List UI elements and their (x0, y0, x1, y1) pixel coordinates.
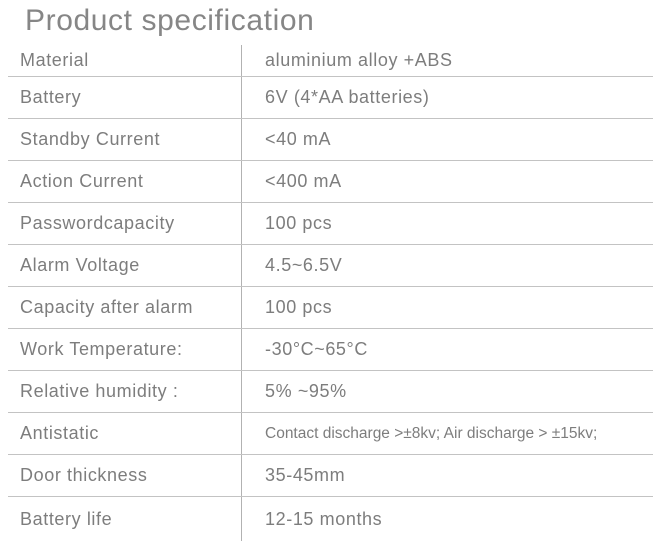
spec-label: Relative humidity : (8, 371, 242, 412)
spec-row-capacity-after-alarm: Capacity after alarm 100 pcs (8, 287, 653, 329)
spec-row-antistatic: Antistatic Contact discharge >±8kv; Air … (8, 413, 653, 455)
spec-label: Door thickness (8, 455, 242, 496)
spec-row-action-current: Action Current <400 mA (8, 161, 653, 203)
spec-value: 100 pcs (265, 297, 333, 317)
spec-label: Antistatic (8, 413, 242, 454)
spec-value: 5% ~95% (265, 381, 347, 401)
spec-label: Battery life (8, 497, 242, 541)
spec-row-standby-current: Standby Current <40 mA (8, 119, 653, 161)
spec-label: Action Current (8, 161, 242, 202)
spec-value: 35-45mm (265, 465, 346, 485)
spec-label: Work Temperature: (8, 329, 242, 370)
spec-value: <400 mA (265, 171, 342, 191)
spec-value: 6V (4*AA batteries) (265, 87, 430, 107)
spec-value: 4.5~6.5V (265, 255, 343, 275)
spec-value: 100 pcs (265, 213, 333, 233)
spec-label: Material (8, 45, 242, 76)
spec-label: Capacity after alarm (8, 287, 242, 328)
spec-label: Battery (8, 77, 242, 118)
spec-row-material: Material aluminium alloy +ABS (8, 45, 653, 77)
spec-row-battery: Battery 6V (4*AA batteries) (8, 77, 653, 119)
spec-value: 12-15 months (265, 508, 383, 529)
spec-table: Material aluminium alloy +ABS Battery 6V… (8, 45, 653, 541)
spec-row-work-temperature: Work Temperature: -30°C~65°C (8, 329, 653, 371)
spec-value: aluminium alloy +ABS (265, 50, 453, 70)
spec-label: Alarm Voltage (8, 245, 242, 286)
spec-value: <40 mA (265, 129, 332, 149)
spec-row-relative-humidity: Relative humidity : 5% ~95% (8, 371, 653, 413)
spec-value: Contact discharge >±8kv; Air discharge >… (265, 424, 598, 442)
spec-label: Passwordcapacity (8, 203, 242, 244)
spec-row-alarm-voltage: Alarm Voltage 4.5~6.5V (8, 245, 653, 287)
page-title: Product specification (25, 4, 315, 37)
spec-row-battery-life: Battery life 12-15 months (8, 497, 653, 541)
spec-value: -30°C~65°C (265, 339, 368, 359)
spec-label: Standby Current (8, 119, 242, 160)
spec-row-door-thickness: Door thickness 35-45mm (8, 455, 653, 497)
spec-row-password-capacity: Passwordcapacity 100 pcs (8, 203, 653, 245)
